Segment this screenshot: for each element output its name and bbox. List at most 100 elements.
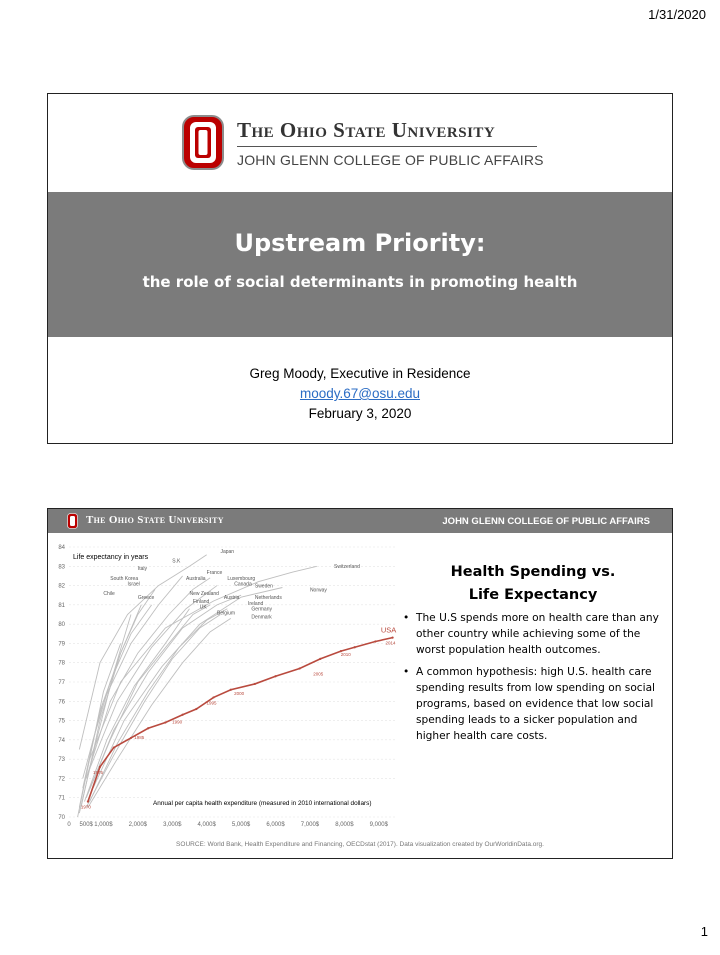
country-series-line — [78, 554, 207, 750]
slide-heading: Health Spending vs. Life Expectancy — [403, 561, 663, 607]
page-number: 1 — [700, 924, 708, 939]
country-label: South Korea — [110, 576, 138, 582]
usa-data-point — [147, 727, 150, 730]
country-label: Finland — [193, 599, 210, 605]
x-tick-label: 2,000$ — [129, 822, 148, 828]
usa-data-point — [195, 707, 198, 711]
usa-data-point — [129, 736, 133, 740]
country-series-line — [84, 608, 190, 802]
x-tick-label: 1,000$ — [94, 822, 113, 828]
slide-subtitle: the role of social determinants in promo… — [142, 273, 578, 291]
usa-year-label: 2010 — [341, 652, 352, 657]
country-series-line — [85, 577, 211, 779]
usa-year-label: 2014 — [386, 641, 397, 646]
slide-title: Upstream Priority: — [234, 229, 486, 257]
usa-series-line — [87, 636, 393, 802]
country-label: Netherlands — [255, 595, 282, 601]
x-tick-label: 8,000$ — [335, 822, 354, 828]
osu-block-o-logo — [67, 513, 78, 529]
x-axis-label-box — [151, 797, 406, 807]
usa-data-point — [374, 640, 377, 643]
country-label: S.K — [172, 558, 181, 564]
spending-vs-life-expectancy-chart: 70 71 72 73 74 75 76 77 78 79 80 81 82 83 84 0 500$ 1,000… — [58, 545, 406, 828]
usa-year-label: 1995 — [207, 700, 218, 705]
country-label: Greece — [138, 595, 155, 601]
usa-data-point — [253, 682, 256, 686]
x-tick-label: 6,000$ — [266, 822, 285, 828]
country-label: Australia — [186, 576, 206, 582]
country-label: Belgium — [217, 611, 235, 617]
usa-data-point — [112, 746, 115, 749]
country-label: Switzerland — [334, 564, 360, 570]
country-label: Austria — [224, 595, 240, 601]
x-tick-label: 4,000$ — [198, 822, 217, 828]
country-label: New Zealand — [189, 591, 219, 597]
usa-data-point — [353, 646, 356, 649]
usa-data-point — [181, 713, 184, 716]
usa-year-label: 2000 — [234, 691, 245, 696]
title-band: Upstream Priority: the role of social de… — [48, 192, 672, 337]
country-series-line — [85, 604, 211, 798]
usa-series-label: USA — [381, 626, 396, 635]
presenter-email-link[interactable]: moody.67@osu.edu — [299, 386, 421, 401]
university-name: The Ohio State University — [237, 118, 496, 142]
usa-data-point — [164, 721, 167, 724]
x-tick-label: 500$ — [80, 822, 94, 828]
bullet-item: A common hypothesis: high U.S. health ca… — [398, 664, 670, 744]
usa-data-point — [274, 675, 277, 678]
y-tick-label: 74 — [58, 738, 65, 744]
slide-header-bar: The Ohio State University JOHN GLENN COL… — [48, 509, 672, 533]
heading-line-1: Health Spending vs. — [450, 564, 616, 580]
x-tick-label: 3,000$ — [163, 822, 182, 828]
y-tick-label: 79 — [58, 641, 65, 647]
country-series-line — [87, 617, 232, 808]
country-series-line — [77, 643, 122, 818]
slide-header: The Ohio State University JOHN GLENN COL… — [48, 94, 672, 192]
y-tick-label: 70 — [58, 815, 65, 821]
country-series-line — [80, 604, 142, 808]
y-tick-label: 76 — [58, 699, 65, 705]
x-axis-label: Annual per capita health expenditure (me… — [153, 800, 372, 807]
header-divider — [237, 146, 537, 147]
country-label: UK — [200, 605, 208, 611]
presenter-name: Greg Moody, Executive in Residence — [249, 366, 471, 381]
usa-data-point — [98, 765, 102, 768]
country-label: Luxembourg — [227, 576, 255, 582]
university-name: The Ohio State University — [86, 514, 224, 526]
page-date: 1/31/2020 — [648, 7, 706, 22]
usa-year-label: 1985 — [134, 735, 145, 740]
y-tick-label: 77 — [58, 680, 65, 686]
y-tick-label: 71 — [58, 796, 65, 802]
y-tick-label: 84 — [58, 545, 65, 551]
x-tick-label: 0 — [67, 822, 71, 828]
country-label: Italy — [138, 566, 148, 572]
country-label: Ireland — [248, 601, 264, 607]
bullet-item: The U.S spends more on health care than … — [398, 610, 670, 658]
country-label: Norway — [310, 587, 327, 593]
usa-data-point — [298, 667, 301, 670]
x-tick-label: 7,000$ — [301, 822, 320, 828]
y-tick-label: 80 — [58, 622, 65, 628]
x-tick-label: 9,000$ — [370, 822, 389, 828]
country-label: Sweden — [255, 584, 273, 590]
heading-line-2: Life Expectancy — [468, 587, 598, 603]
usa-data-point — [212, 696, 215, 699]
usa-year-label: 1990 — [172, 720, 183, 725]
country-label: Japan — [220, 549, 234, 555]
country-label: Germany — [251, 607, 272, 613]
country-label: Denmark — [251, 614, 272, 620]
content-slide: The Ohio State University JOHN GLENN COL… — [47, 508, 673, 859]
y-tick-label: 81 — [58, 603, 65, 609]
country-series-line — [89, 585, 218, 769]
y-axis-label-box — [71, 552, 155, 561]
y-tick-label: 83 — [58, 564, 65, 570]
country-series-line — [89, 608, 228, 802]
country-series-line — [85, 614, 221, 808]
usa-data-point — [86, 800, 90, 803]
usa-year-label: 1975 — [93, 770, 104, 775]
y-tick-label: 78 — [58, 661, 65, 667]
country-series-line — [85, 594, 242, 798]
country-label: Canada — [234, 582, 252, 588]
country-series-line — [89, 565, 317, 760]
title-slide: The Ohio State University JOHN GLENN COL… — [47, 93, 673, 444]
